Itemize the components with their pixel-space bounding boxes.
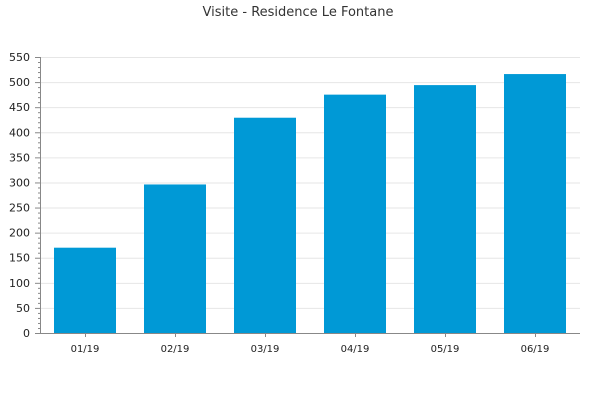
bar-05-19 xyxy=(414,85,476,333)
bar-04-19 xyxy=(324,94,386,334)
bar-01-19 xyxy=(54,247,116,333)
y-tick-label: 200 xyxy=(9,227,30,240)
y-tick-label: 100 xyxy=(9,277,30,290)
bar-02-19 xyxy=(144,184,206,333)
axes xyxy=(35,57,580,337)
y-tick-label: 0 xyxy=(23,327,30,340)
y-tick-label: 150 xyxy=(9,252,30,265)
x-tick-labels: 01/19 02/19 03/19 04/19 05/19 06/19 xyxy=(71,344,550,355)
y-tick-label: 450 xyxy=(9,101,30,114)
bar-06-19 xyxy=(504,74,566,333)
x-tick-label: 01/19 xyxy=(71,344,100,355)
bars xyxy=(54,74,566,334)
x-tick-label: 05/19 xyxy=(431,344,460,355)
y-tick-label: 350 xyxy=(9,151,30,164)
gridlines xyxy=(40,57,580,309)
bar-03-19 xyxy=(234,117,296,333)
y-tick-labels: 0 50 100 150 200 250 300 350 400 450 500 550 xyxy=(9,51,30,340)
chart-title: Visite - Residence Le Fontane xyxy=(203,5,394,20)
y-tick-label: 550 xyxy=(9,51,30,64)
x-tick-label: 03/19 xyxy=(251,344,280,355)
y-tick-label: 50 xyxy=(16,302,30,315)
x-tick-label: 02/19 xyxy=(161,344,190,355)
y-tick-label: 250 xyxy=(9,202,30,215)
x-tick-label: 04/19 xyxy=(341,344,370,355)
y-tick-label: 400 xyxy=(9,126,30,139)
y-tick-label: 500 xyxy=(9,76,30,89)
x-tick-label: 06/19 xyxy=(521,344,550,355)
y-tick-label: 300 xyxy=(9,176,30,189)
